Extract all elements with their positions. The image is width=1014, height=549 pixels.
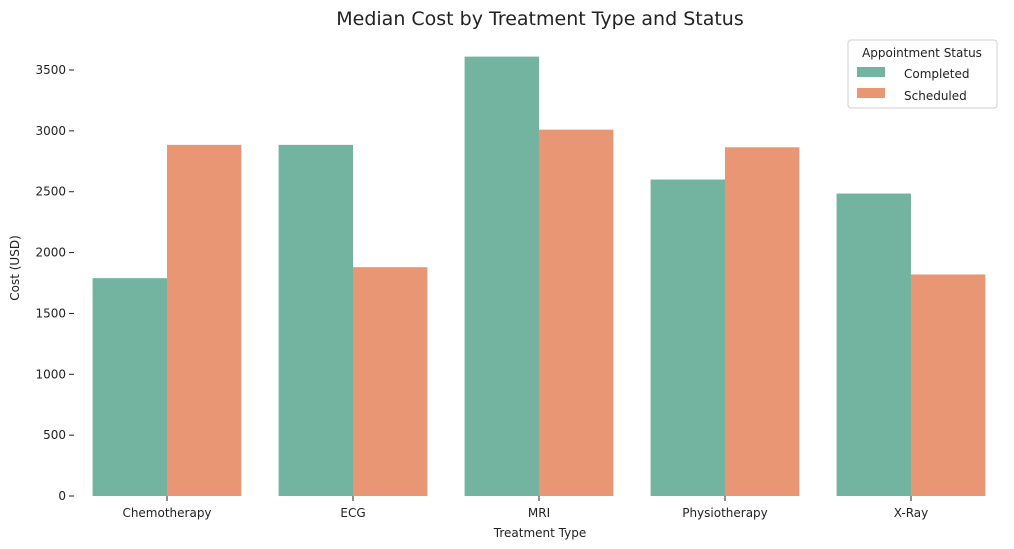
x-tick-label: X-Ray (894, 506, 928, 520)
bar-scheduled-physiotherapy (725, 147, 800, 496)
y-tick-label: 2500 (35, 185, 66, 199)
bar-completed-physiotherapy (650, 179, 725, 497)
y-tick-label: 3500 (35, 63, 66, 77)
x-tick-label: MRI (528, 506, 550, 520)
legend-label-scheduled: Scheduled (904, 89, 967, 103)
y-axis-label: Cost (USD) (8, 235, 22, 301)
bar-scheduled-mri (539, 129, 614, 496)
x-tick-label: Physiotherapy (682, 506, 768, 520)
legend-title: Appointment Status (862, 46, 982, 60)
bar-completed-ecg (278, 144, 353, 496)
bar-scheduled-ecg (353, 267, 428, 496)
y-tick-label: 1000 (35, 367, 66, 381)
bar-completed-chemotherapy (92, 278, 167, 496)
x-tick-label: Chemotherapy (122, 506, 211, 520)
x-axis: Chemotherapy ECG MRI Physiotherapy X-Ray (122, 496, 928, 520)
legend-label-completed: Completed (904, 67, 969, 81)
legend-swatch-completed (857, 67, 885, 77)
bar-completed-mri (464, 56, 539, 497)
y-tick-label: 0 (58, 489, 66, 503)
y-tick-label: 1500 (35, 306, 66, 320)
legend-frame (847, 39, 998, 109)
bars (92, 56, 986, 497)
y-tick-label: 2000 (35, 246, 66, 260)
bar-scheduled-x-ray (911, 274, 986, 496)
chart-title: Median Cost by Treatment Type and Status (336, 8, 744, 30)
x-axis-label: Treatment Type (493, 526, 586, 540)
y-axis: 0 500 1000 1500 2000 2500 3000 3500 (35, 63, 74, 503)
y-tick-label: 500 (43, 428, 66, 442)
x-tick-label: ECG (340, 506, 365, 520)
bar-scheduled-chemotherapy (167, 144, 242, 496)
legend: Appointment Status Completed Scheduled (847, 39, 998, 109)
legend-swatch-scheduled (857, 88, 885, 98)
bar-completed-x-ray (836, 193, 911, 497)
y-tick-label: 3000 (35, 124, 66, 138)
